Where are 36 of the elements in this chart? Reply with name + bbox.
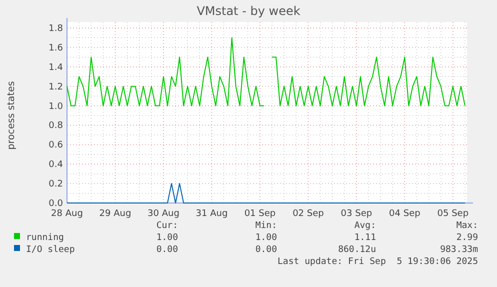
- x-tick-label: 29 Aug: [99, 209, 132, 219]
- text: 983.33m: [440, 245, 478, 255]
- chart-title: VMstat - by week: [196, 4, 300, 18]
- x-tick-label: 28 Aug: [51, 209, 83, 219]
- text: 1.00: [156, 233, 178, 243]
- y-tick-label: 1.0: [48, 102, 64, 112]
- y-tick-label: 0.8: [48, 121, 64, 132]
- text: Max:: [456, 221, 478, 231]
- text: Cur:: [156, 221, 178, 231]
- text: 860.12u: [338, 245, 376, 255]
- text: 1.00: [255, 233, 277, 243]
- x-tick-label: 30 Aug: [148, 209, 180, 219]
- x-tick-label: 31 Aug: [196, 209, 228, 219]
- text: 1.11: [354, 233, 376, 243]
- text: Min:: [255, 221, 277, 231]
- text: 0.00: [156, 245, 178, 255]
- text: Last update: Fri Sep 5 19:30:06 2025: [278, 257, 478, 267]
- x-tick-label: 05 Sep: [437, 209, 469, 219]
- x-tick-label: 03 Sep: [340, 209, 372, 219]
- y-tick-label: 0.6: [48, 140, 64, 151]
- y-tick-label: 1.6: [48, 43, 64, 54]
- y-tick-label: 0.2: [48, 180, 63, 190]
- x-tick-label: 02 Sep: [292, 209, 324, 219]
- y-axis-title: process states: [6, 81, 17, 150]
- legend-label: I/O sleep: [26, 245, 75, 255]
- y-tick-label: 1.4: [48, 62, 64, 73]
- x-tick-label: 04 Sep: [389, 209, 421, 219]
- y-tick-label: 1.2: [48, 82, 63, 92]
- x-tick-label: 01 Sep: [244, 209, 276, 219]
- y-tick-label: 1.8: [48, 24, 64, 34]
- text: 0.00: [255, 245, 277, 255]
- text: 2.99: [456, 233, 478, 243]
- y-tick-label: 0.4: [48, 160, 64, 170]
- legend-label: running: [26, 233, 64, 243]
- text: Avg:: [354, 221, 376, 231]
- y-tick-label: 0.0: [48, 199, 64, 209]
